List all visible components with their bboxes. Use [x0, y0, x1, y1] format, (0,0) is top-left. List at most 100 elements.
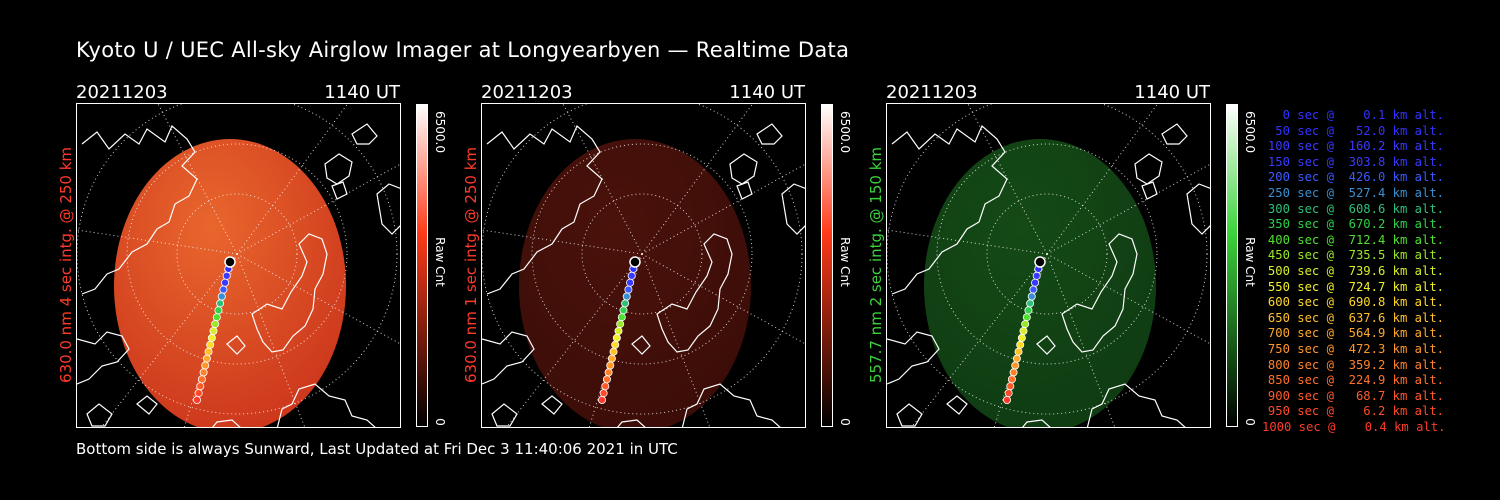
trajectory-dot [621, 299, 630, 308]
coastline [729, 153, 758, 185]
coastline [617, 419, 646, 427]
panel-2-cbar-unit: Raw Cnt [838, 237, 852, 287]
panel-2-cbar-min: 0 [838, 418, 852, 426]
trajectory-dot [622, 292, 631, 301]
meridian-gridline [505, 253, 643, 427]
launch-site-marker [224, 256, 236, 268]
trajectory-dot [626, 278, 635, 287]
legend-entry: 350 sec @ 670.2 km alt. [1267, 217, 1444, 232]
coastline [1022, 419, 1051, 427]
panel-1-time: 1140 UT [324, 82, 400, 103]
trajectory-dot [1012, 354, 1021, 363]
trajectory-dot [598, 395, 607, 404]
coastline [276, 383, 376, 427]
trajectory-dot [211, 320, 220, 329]
panel-1-cbar-min: 0 [433, 418, 447, 426]
panel-3-cbar-unit: Raw Cnt [1243, 237, 1257, 287]
trajectory-dot [197, 375, 206, 384]
coastline [756, 123, 783, 145]
coastline [1134, 153, 1163, 185]
latitude-gridline [531, 143, 753, 365]
coastline [491, 403, 518, 427]
panel-2-cbar-max: 6500.0 [838, 111, 852, 153]
trajectory-dot [222, 271, 231, 280]
trajectory-dot [1019, 326, 1028, 335]
trajectory-dot [202, 354, 211, 363]
trajectory-dot [216, 299, 225, 308]
latitude-gridline [887, 104, 1208, 415]
trajectory-dot [1003, 395, 1012, 404]
footer-note: Bottom side is always Sunward, Last Upda… [76, 440, 678, 458]
trajectory-dot [614, 326, 623, 335]
trajectory-dot [612, 333, 621, 342]
trajectory-dot [1026, 299, 1035, 308]
trajectory-dot [1022, 313, 1031, 322]
trajectory-dot [601, 382, 610, 391]
legend-entry: 950 sec @ 6.2 km alt. [1267, 404, 1444, 419]
coastline [681, 383, 781, 427]
trajectory-dot [1027, 292, 1036, 301]
legend-entry: 0 sec @ 0.1 km alt. [1282, 108, 1444, 122]
panel-3-cbar-min: 0 [1243, 418, 1257, 426]
trajectory-dot [619, 306, 628, 315]
trajectory-dot [1032, 271, 1041, 280]
trajectory-dot [616, 320, 625, 329]
coastline [482, 331, 535, 385]
airglow-sky-image [114, 139, 346, 427]
coastline [136, 395, 158, 415]
panel-1-cbar-unit: Raw Cnt [433, 237, 447, 287]
coastline [896, 403, 923, 427]
launch-site-marker [1034, 256, 1046, 268]
panel-3-image [886, 103, 1211, 428]
coastline [77, 331, 130, 385]
trajectory-dot [1029, 285, 1038, 294]
trajectory-dot [207, 333, 216, 342]
coastline [781, 183, 805, 235]
panel-3-ylabel: 557.7 nm 2 sec intg. @ 150 km [867, 146, 885, 384]
trajectory-dot [193, 395, 202, 404]
panel-3-cbar-max: 6500.0 [1243, 111, 1257, 153]
legend-entry: 450 sec @ 735.5 km alt. [1267, 248, 1444, 263]
trajectory-dot [1016, 340, 1025, 349]
trajectory-dot [194, 389, 203, 398]
coastline [656, 233, 733, 353]
trajectory-dot [219, 285, 228, 294]
trajectory-dot [604, 368, 613, 377]
legend-entry: 850 sec @ 224.9 km alt. [1267, 373, 1444, 388]
coastline [86, 403, 113, 427]
panel-1-date: 20211203 [76, 82, 168, 103]
trajectory-dot [206, 340, 215, 349]
coastline [376, 183, 400, 235]
trajectory-dot [217, 292, 226, 301]
trajectory-dot [607, 354, 616, 363]
coastline [891, 125, 1008, 295]
coastline [631, 335, 651, 355]
trajectory-dot [214, 306, 223, 315]
coastline [946, 395, 968, 415]
trajectory-dot [1006, 382, 1015, 391]
panel-1-colorbar [416, 104, 428, 427]
legend-entry: 150 sec @ 303.8 km alt. [1267, 154, 1444, 169]
legend-entry: 400 sec @ 712.4 km alt. [1267, 232, 1444, 247]
panel-1-ylabel: 630.0 nm 4 sec intg. @ 250 km [57, 146, 75, 384]
latitude-gridline [986, 193, 1108, 315]
legend-entry: 200 sec @ 426.0 km alt. [1267, 170, 1444, 185]
meridian-gridline [910, 253, 1048, 427]
panel-3-time: 1140 UT [1134, 82, 1210, 103]
coastline [324, 153, 353, 185]
legend-entry: 800 sec @ 359.2 km alt. [1267, 357, 1444, 372]
panel-1-image [76, 103, 401, 428]
trajectory-dot [627, 271, 636, 280]
legend-entry: 500 sec @ 739.6 km alt. [1267, 263, 1444, 278]
coastline [887, 331, 940, 385]
trajectory-dot [209, 326, 218, 335]
coastline [251, 233, 328, 353]
coastline [81, 125, 198, 295]
coastline [212, 419, 241, 427]
panel-2-date: 20211203 [481, 82, 573, 103]
coastline [226, 335, 246, 355]
trajectory-dot [1004, 389, 1013, 398]
trajectory-dot [1024, 306, 1033, 315]
panel-2-colorbar [821, 104, 833, 427]
legend-entry: 550 sec @ 724.7 km alt. [1267, 279, 1444, 294]
